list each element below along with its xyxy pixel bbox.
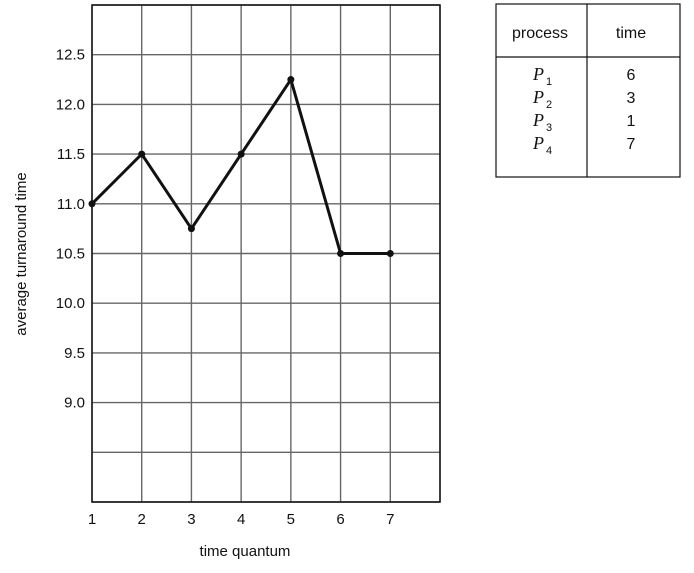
- data-point: [187, 225, 195, 233]
- process-name: P: [532, 110, 544, 130]
- process-name: P: [532, 87, 544, 107]
- x-tick-labels: 1 2 3 4 5 6 7: [88, 511, 395, 528]
- y-tick-labels: 9.0 9.5 10.0 10.5 11.0 11.5 12.0 12.5: [56, 47, 85, 412]
- y-tick-label: 12.0: [56, 96, 85, 113]
- data-point: [337, 250, 345, 257]
- y-tick-label: 12.5: [56, 47, 85, 64]
- process-subscript: 1: [546, 76, 552, 88]
- y-tick-label: 9.5: [64, 345, 85, 362]
- y-tick-label: 11.5: [57, 146, 85, 163]
- y-axis-label: average turnaround time: [13, 172, 30, 335]
- x-tick-label: 6: [336, 511, 344, 528]
- process-subscript: 4: [546, 145, 552, 157]
- process-name: P: [532, 64, 544, 84]
- process-time: 1: [627, 113, 636, 130]
- y-tick-label: 10.0: [56, 295, 85, 312]
- process-time: 6: [627, 67, 636, 84]
- y-tick-label: 10.5: [56, 246, 85, 263]
- table-header-process: process: [512, 25, 568, 42]
- data-point: [138, 150, 146, 158]
- data-point: [386, 250, 394, 257]
- x-tick-label: 3: [187, 511, 195, 528]
- data-points: [88, 76, 394, 257]
- table-header-time: time: [616, 25, 646, 42]
- x-tick-label: 4: [237, 511, 245, 528]
- x-tick-label: 7: [386, 511, 394, 528]
- data-point: [237, 150, 245, 158]
- data-point: [287, 76, 295, 84]
- table-frame: [495, 3, 681, 178]
- process-subscript: 3: [546, 122, 552, 134]
- x-tick-label: 1: [88, 511, 96, 528]
- data-point: [88, 200, 96, 208]
- x-tick-label: 2: [138, 511, 146, 528]
- y-tick-label: 11.0: [57, 196, 85, 213]
- x-axis-label: time quantum: [200, 543, 291, 560]
- process-time: 7: [627, 136, 636, 153]
- plot-frame: [91, 4, 441, 503]
- table-rows: P 1 6P 2 3P 3 1P 4 7: [532, 64, 636, 157]
- process-time: 3: [627, 90, 636, 107]
- process-name: P: [532, 133, 544, 153]
- process-table: process time P 1 6P 2 3P 3 1P 4 7: [495, 3, 681, 178]
- y-tick-label: 9.0: [64, 395, 85, 412]
- x-tick-label: 5: [287, 511, 295, 528]
- process-subscript: 2: [546, 99, 552, 111]
